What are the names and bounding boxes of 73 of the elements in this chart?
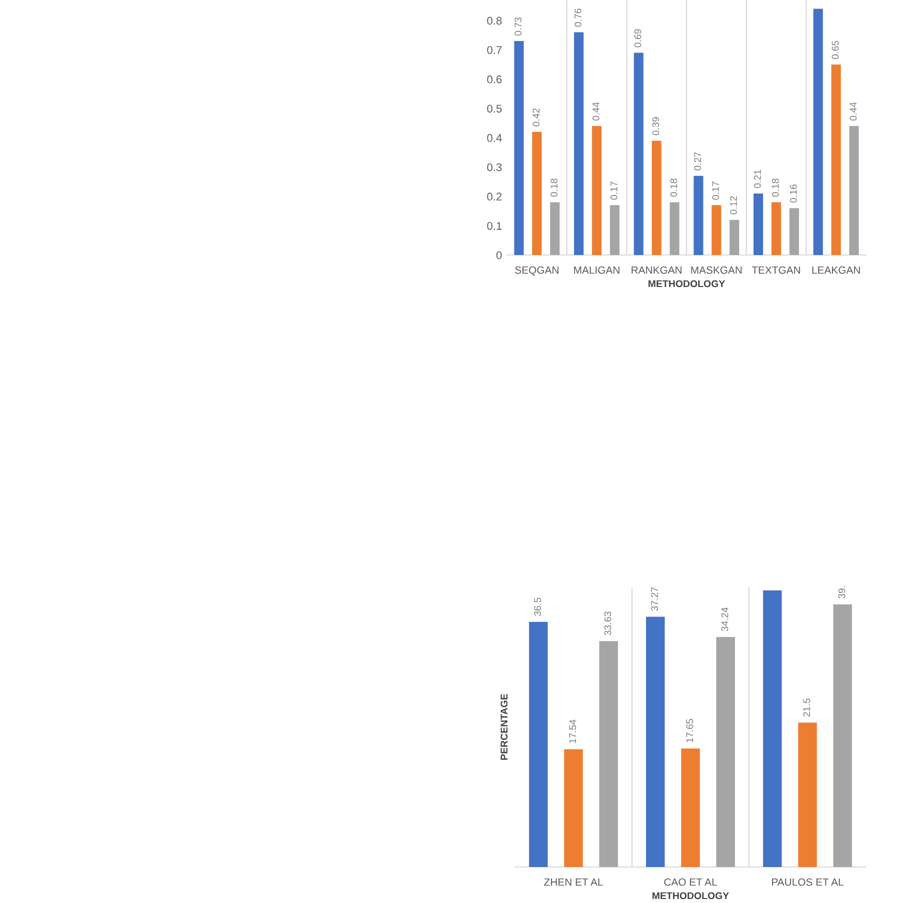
y-tick-label: 0.5: [487, 104, 502, 113]
data-label: 0.69: [634, 29, 642, 48]
data-label: 0.18: [670, 178, 678, 197]
data-label: 0.44: [592, 102, 600, 121]
x-axis-title: METHODOLOGY: [652, 892, 729, 900]
data-label: 0.17: [712, 182, 720, 200]
bar: [763, 590, 782, 867]
data-label: 0.21: [754, 170, 761, 188]
bar: [610, 205, 620, 255]
data-label: 0.73: [514, 17, 522, 36]
bar: [634, 52, 644, 255]
bar: [694, 176, 704, 255]
data-label: 0.39: [652, 117, 660, 136]
y-tick-label: 0.7: [487, 46, 502, 54]
bar: [849, 126, 859, 255]
data-label: 0.16: [790, 184, 797, 203]
data-label: 34.24: [721, 607, 728, 632]
y-tick-label: 0.3: [487, 163, 502, 172]
x-tick-label: PAULOS ET AL: [772, 878, 844, 886]
bar: [730, 220, 740, 255]
x-tick-label: ZHEN ET AL: [544, 878, 603, 886]
bar: [789, 208, 799, 255]
bar: [550, 202, 560, 255]
bar: [771, 202, 782, 255]
bar: [646, 616, 665, 867]
data-label: 39.: [838, 586, 846, 599]
data-label: 0.76: [574, 8, 582, 27]
bar: [529, 622, 548, 867]
bar: [716, 637, 735, 867]
bar: [532, 132, 542, 255]
data-label: 0.27: [694, 152, 702, 170]
bar: [798, 722, 817, 867]
x-tick-label: MALIGAN: [574, 266, 620, 274]
bar: [754, 193, 764, 255]
y-tick-label: 0.8: [487, 16, 502, 25]
bar: [599, 641, 618, 867]
bar: [831, 64, 841, 255]
x-axis-title: METHODOLOGY: [648, 280, 725, 288]
data-label: 17.65: [686, 719, 694, 742]
data-label: 17.54: [569, 720, 576, 743]
y-tick-label: 0.4: [487, 134, 502, 142]
x-tick-label: TEXTGAN: [752, 266, 800, 274]
bar: [514, 41, 524, 255]
x-tick-label: LEAKGAN: [812, 266, 860, 274]
data-label: 37.27: [651, 587, 658, 611]
bar: [670, 202, 680, 255]
bar: [813, 8, 823, 255]
data-label: 21.5: [803, 698, 810, 717]
bar: [574, 32, 584, 255]
bar: [564, 749, 583, 867]
data-label: 33.63: [604, 612, 612, 636]
data-label: 0.18: [772, 178, 779, 197]
bar: [712, 205, 722, 255]
bar: [833, 604, 852, 867]
y-axis-title: PERCENTAGE: [500, 694, 508, 760]
data-label: 36.5: [534, 598, 542, 616]
y-tick-label: 0.1: [487, 222, 502, 230]
x-tick-label: SEQGAN: [515, 266, 558, 276]
x-tick-label: CAO ET AL: [664, 878, 717, 886]
y-tick-label: 0.2: [487, 192, 502, 201]
data-label: 0.42: [532, 108, 540, 126]
bar: [681, 748, 700, 867]
data-label: 0.18: [550, 178, 558, 197]
data-label: 0.17: [610, 182, 618, 200]
data-label: 0.65: [832, 40, 839, 60]
bar: [592, 126, 602, 255]
y-tick-label: 0.6: [487, 75, 502, 84]
bar: [652, 140, 662, 255]
data-label: 0.12: [730, 196, 737, 214]
x-tick-label: RANKGAN: [632, 266, 682, 274]
y-tick-label: 0: [496, 251, 502, 260]
x-tick-label: MASKGAN: [691, 266, 742, 274]
data-label: 0.44: [850, 102, 857, 121]
